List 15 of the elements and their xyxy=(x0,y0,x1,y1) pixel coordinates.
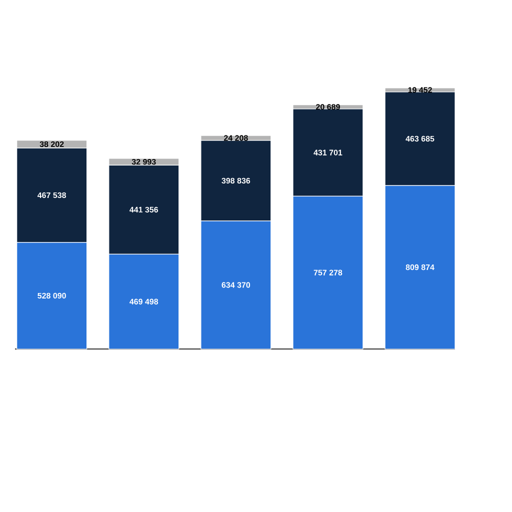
data-label: 20 689 xyxy=(316,104,340,110)
data-label: 528 090 xyxy=(38,292,66,299)
data-label: 467 538 xyxy=(37,192,66,198)
data-label: 24 208 xyxy=(224,135,248,141)
data-label: 398 836 xyxy=(222,178,250,184)
data-label: 32 993 xyxy=(132,158,156,165)
data-label: 469 498 xyxy=(130,298,158,304)
data-label: 809 874 xyxy=(406,264,434,270)
data-label: 634 370 xyxy=(222,282,250,288)
data-label: 757 278 xyxy=(314,270,342,276)
data-label: 38 202 xyxy=(40,141,64,148)
data-label: 19 452 xyxy=(408,87,432,93)
data-label: 441 356 xyxy=(130,206,158,213)
data-label: 431 701 xyxy=(314,150,342,156)
data-label: 463 685 xyxy=(406,136,434,142)
